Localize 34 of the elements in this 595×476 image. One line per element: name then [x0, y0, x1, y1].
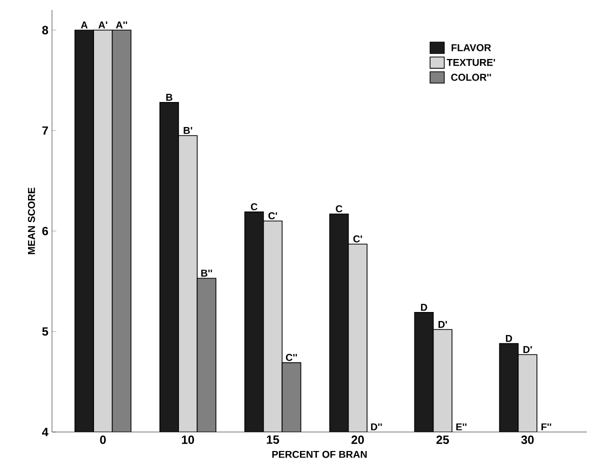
- data-label: B: [166, 94, 172, 101]
- y-tick-label: 5: [42, 327, 48, 336]
- x-tick-label: 10: [182, 436, 194, 444]
- x-axis-title: PERCENT OF BRAN: [272, 450, 367, 458]
- data-label: A: [80, 22, 88, 28]
- legend-label: TEXTURE': [446, 59, 496, 66]
- y-tick-label: 6: [42, 226, 48, 236]
- x-tick-label: 15: [266, 436, 280, 444]
- data-label: A'': [116, 22, 128, 28]
- y-axis-title: MEAN SCORE: [28, 188, 35, 254]
- data-label: D': [438, 320, 447, 328]
- data-label: B'': [201, 270, 212, 277]
- data-label: C: [250, 203, 258, 210]
- legend-label: COLOR'': [451, 74, 491, 81]
- x-tick-label: 30: [521, 436, 534, 444]
- x-tick-label: 20: [351, 436, 364, 444]
- y-tick-label: 4: [42, 428, 48, 436]
- annotation: F'': [542, 423, 552, 430]
- data-label: C: [336, 205, 342, 212]
- x-tick-label: 0: [100, 436, 106, 444]
- data-label: B': [184, 127, 192, 134]
- y-tick-label: 8: [42, 26, 48, 34]
- data-label: A': [98, 22, 108, 28]
- annotation: D'': [371, 423, 382, 430]
- data-label: D: [506, 335, 512, 342]
- data-label: C'': [286, 354, 297, 361]
- data-label: D: [421, 304, 428, 311]
- data-label: D': [523, 346, 532, 353]
- y-tick-label: 7: [42, 126, 48, 135]
- x-tick-label: 25: [436, 436, 449, 444]
- annotation: E'': [456, 423, 467, 430]
- data-label: C': [268, 212, 278, 220]
- data-label: C': [353, 235, 362, 242]
- legend-label: FLAVOR: [452, 44, 491, 52]
